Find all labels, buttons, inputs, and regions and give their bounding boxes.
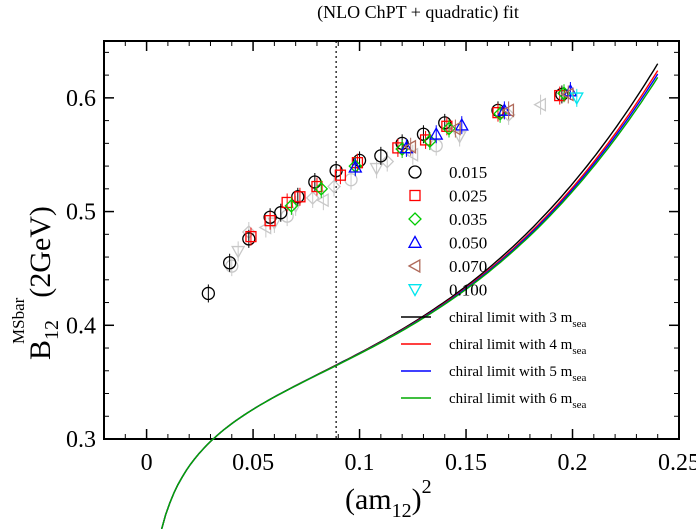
legend-line-label: chiral limit with 5 msea: [449, 364, 586, 384]
data-point: [438, 116, 452, 130]
data-point: [311, 180, 323, 193]
data-point: [291, 190, 305, 204]
faded-point: [231, 245, 246, 259]
legend-marker: [408, 212, 422, 226]
data-point: [242, 232, 256, 246]
faded-point: [327, 179, 341, 194]
data-point: [294, 191, 306, 203]
faded-point: [533, 97, 547, 112]
x-tick-labels: 0 0.05 0.1 0.15 0.2 0.25: [141, 450, 696, 476]
data-point: [403, 139, 417, 154]
legend-label: 0.070: [449, 257, 487, 276]
faded-point: [369, 162, 384, 176]
data-point: [374, 149, 388, 163]
legend-line-label: chiral limit with 6 msea: [449, 391, 586, 411]
axis-ticks: [104, 41, 680, 440]
legend-marker: [407, 258, 421, 274]
x-tick-label: 0.05: [232, 450, 274, 476]
legend-label: 0.015: [449, 163, 487, 182]
legend-marker: [408, 165, 422, 179]
data-point: [245, 230, 257, 243]
faded-points: [225, 94, 547, 277]
x-axis-title: (am12)2: [345, 476, 432, 522]
legend-label: 0.100: [449, 281, 487, 300]
fit-line: [160, 77, 659, 529]
chart-title: (NLO ChPT + quadratic) fit: [317, 2, 519, 23]
data-point: [334, 169, 347, 181]
y-tick-label: 0.6: [66, 86, 96, 112]
x-tick-label: 0.25: [658, 450, 696, 476]
faded-point: [225, 259, 239, 273]
x-tick-label: 0.15: [445, 450, 487, 476]
data-point: [314, 181, 329, 196]
legend: 0.015 0.025 0.035 0.050 0.070 0.100 chiral lim…: [401, 163, 586, 411]
data-point: [429, 126, 444, 140]
data-point: [284, 198, 299, 213]
x-tick-label: 0: [141, 450, 153, 476]
data-point: [454, 117, 469, 131]
data-point: [399, 140, 414, 154]
y-tick-label: 0.5: [66, 200, 96, 226]
y-tick-label: 0.3: [66, 427, 96, 453]
legend-line-label: chiral limit with 3 msea: [449, 310, 586, 330]
faded-point: [380, 154, 395, 169]
y-tick-label: 0.4: [66, 313, 96, 339]
legend-label: 0.035: [449, 210, 487, 229]
y-axis-title: B12MSbar(2GeV): [9, 206, 63, 360]
data-points: [201, 82, 584, 303]
faded-point: [305, 191, 320, 205]
x-tick-label: 0.2: [558, 450, 588, 476]
data-point: [497, 103, 512, 116]
data-point: [348, 159, 363, 173]
data-point: [352, 153, 367, 168]
legend-marker: [409, 189, 421, 202]
legend-label: 0.050: [449, 234, 487, 253]
data-point: [201, 286, 216, 301]
legend-marker: [407, 235, 423, 248]
faded-point: [316, 193, 329, 208]
data-point: [560, 87, 574, 102]
data-point: [501, 103, 515, 118]
x-tick-label: 0.1: [345, 450, 375, 476]
fit-lines: [160, 63, 659, 529]
data-point: [448, 121, 461, 136]
legend-line-label: chiral limit with 4 msea: [449, 337, 586, 357]
data-point: [264, 215, 276, 227]
plot-frame: [103, 40, 680, 440]
data-point: [222, 256, 237, 270]
y-tick-labels: 0.3 0.4 0.5 0.6: [66, 86, 96, 453]
data-point: [569, 92, 584, 106]
data-point: [419, 134, 432, 146]
legend-label: 0.025: [449, 187, 487, 206]
data-point: [274, 206, 288, 220]
legend-marker: [407, 284, 423, 297]
